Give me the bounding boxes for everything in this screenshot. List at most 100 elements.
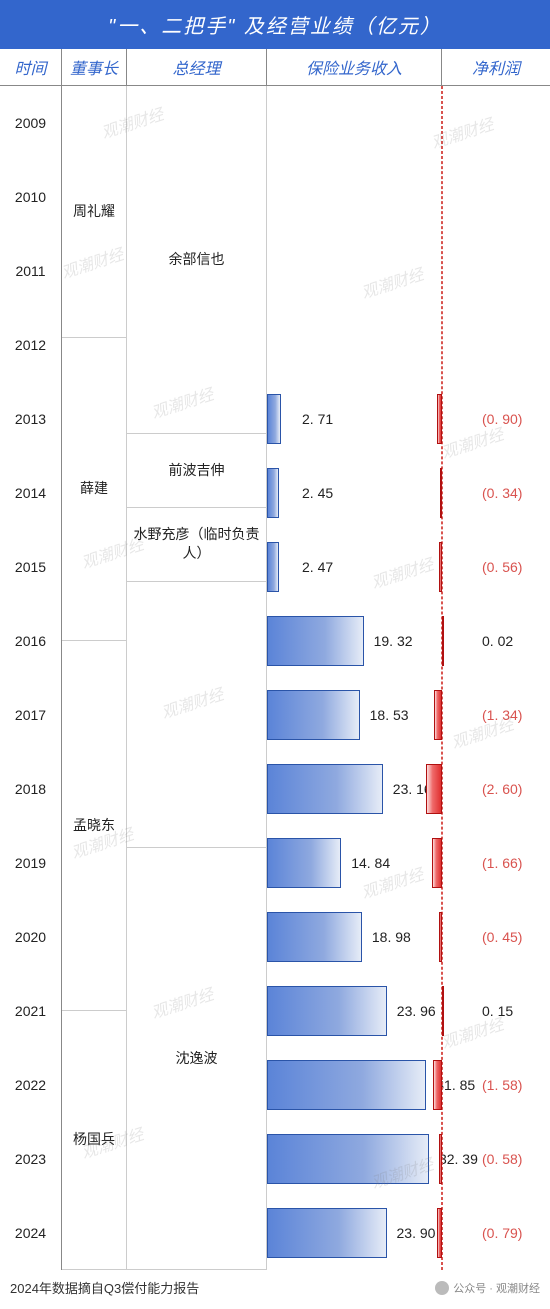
- revenue-label: 18. 98: [372, 929, 411, 945]
- year-cell: 2020: [0, 900, 61, 974]
- profit-row: (0. 90): [442, 382, 550, 456]
- col-header-chairman: 董事长: [62, 49, 127, 85]
- revenue-row: [267, 160, 441, 234]
- year-cell: 2019: [0, 826, 61, 900]
- profit-label: (0. 79): [482, 1225, 522, 1241]
- profit-label: (0. 90): [482, 411, 522, 427]
- manager-span: [127, 582, 266, 848]
- profit-row: (2. 60): [442, 752, 550, 826]
- profit-bar: [442, 986, 444, 1036]
- profit-row: [442, 160, 550, 234]
- revenue-row: 18. 98: [267, 900, 441, 974]
- revenue-row: 19. 32: [267, 604, 441, 678]
- revenue-bar: [267, 838, 341, 888]
- revenue-bar: [267, 542, 279, 592]
- profit-bar: [440, 468, 442, 518]
- profit-label: (0. 34): [482, 485, 522, 501]
- revenue-label: 2. 45: [302, 485, 333, 501]
- manager-column: 余部信也前波吉伸水野充彦（临时负责人）沈逸波: [127, 86, 267, 1270]
- chart-title: "一、二把手" 及经营业绩（亿元）: [0, 0, 550, 49]
- revenue-bar: [267, 1060, 426, 1110]
- col-header-profit: 净利润: [442, 49, 550, 85]
- revenue-label: 23. 96: [397, 1003, 436, 1019]
- profit-label: (2. 60): [482, 781, 522, 797]
- chairman-column: 周礼耀薛建孟晓东杨国兵: [62, 86, 127, 1270]
- revenue-row: 23. 96: [267, 974, 441, 1048]
- profit-bar: [437, 394, 442, 444]
- chairman-span: 薛建: [62, 338, 126, 641]
- col-header-year: 时间: [0, 49, 62, 85]
- profit-label: 0. 02: [482, 633, 513, 649]
- profit-bar: [426, 764, 442, 814]
- year-cell: 2021: [0, 974, 61, 1048]
- manager-span: 前波吉伸: [127, 434, 266, 508]
- chairman-span: 孟晓东: [62, 641, 126, 1011]
- revenue-row: [267, 308, 441, 382]
- profit-row: (0. 58): [442, 1122, 550, 1196]
- year-cell: 2017: [0, 678, 61, 752]
- revenue-bar: [267, 1134, 429, 1184]
- col-header-manager: 总经理: [127, 49, 267, 85]
- revenue-row: 2. 71: [267, 382, 441, 456]
- year-cell: 2024: [0, 1196, 61, 1270]
- revenue-row: 18. 53: [267, 678, 441, 752]
- chart-container: "一、二把手" 及经营业绩（亿元） 时间 董事长 总经理 保险业务收入 净利润 …: [0, 0, 550, 1309]
- year-cell: 2015: [0, 530, 61, 604]
- profit-row: 0. 15: [442, 974, 550, 1048]
- year-cell: 2023: [0, 1122, 61, 1196]
- profit-bar: [432, 838, 442, 888]
- revenue-label: 19. 32: [374, 633, 413, 649]
- revenue-row: 31. 85: [267, 1048, 441, 1122]
- profit-row: (0. 79): [442, 1196, 550, 1270]
- revenue-row: 32. 39: [267, 1122, 441, 1196]
- manager-span: 余部信也: [127, 86, 266, 434]
- year-cell: 2010: [0, 160, 61, 234]
- footer: 2024年数据摘自Q3偿付能力报告 公众号 · 观潮财经: [0, 1270, 550, 1309]
- revenue-column: 2. 71 2. 45 2. 47 19. 32 18. 53 23. 1614. 84 1…: [267, 86, 442, 1270]
- revenue-bar: [267, 616, 364, 666]
- revenue-bar: [267, 690, 360, 740]
- profit-label: (0. 56): [482, 559, 522, 575]
- year-cell: 2014: [0, 456, 61, 530]
- profit-label: (1. 34): [482, 707, 522, 723]
- revenue-row: 2. 47: [267, 530, 441, 604]
- years-column: 2009201020112012201320142015201620172018…: [0, 86, 62, 1270]
- profit-row: 0. 02: [442, 604, 550, 678]
- profit-bar: [439, 542, 442, 592]
- profit-label: (0. 58): [482, 1151, 522, 1167]
- chairman-span: 杨国兵: [62, 1011, 126, 1270]
- revenue-bar: [267, 912, 362, 962]
- profit-bar: [439, 912, 442, 962]
- profit-row: (0. 34): [442, 456, 550, 530]
- manager-span: 沈逸波: [127, 848, 266, 1270]
- profit-bar: [437, 1208, 442, 1258]
- revenue-label: 18. 53: [370, 707, 409, 723]
- revenue-bar: [267, 1208, 387, 1258]
- year-cell: 2022: [0, 1048, 61, 1122]
- year-cell: 2012: [0, 308, 61, 382]
- footer-note: 2024年数据摘自Q3偿付能力报告: [10, 1278, 199, 1297]
- profit-bar: [433, 1060, 442, 1110]
- table-header: 时间 董事长 总经理 保险业务收入 净利润: [0, 49, 550, 86]
- profit-row: (1. 34): [442, 678, 550, 752]
- revenue-row: 14. 84: [267, 826, 441, 900]
- year-cell: 2016: [0, 604, 61, 678]
- revenue-bar: [267, 986, 387, 1036]
- chairman-span: 周礼耀: [62, 86, 126, 338]
- year-cell: 2009: [0, 86, 61, 160]
- revenue-row: [267, 86, 441, 160]
- revenue-bar: [267, 468, 279, 518]
- profit-row: (0. 45): [442, 900, 550, 974]
- revenue-label: 23. 90: [397, 1225, 436, 1241]
- profit-label: (1. 58): [482, 1077, 522, 1093]
- revenue-label: 2. 47: [302, 559, 333, 575]
- revenue-row: 23. 16: [267, 752, 441, 826]
- profit-label: (1. 66): [482, 855, 522, 871]
- col-header-revenue: 保险业务收入: [267, 49, 442, 85]
- revenue-bar: [267, 764, 383, 814]
- profit-row: [442, 234, 550, 308]
- profit-bar: [434, 690, 442, 740]
- profit-row: [442, 86, 550, 160]
- year-cell: 2018: [0, 752, 61, 826]
- profit-row: (1. 66): [442, 826, 550, 900]
